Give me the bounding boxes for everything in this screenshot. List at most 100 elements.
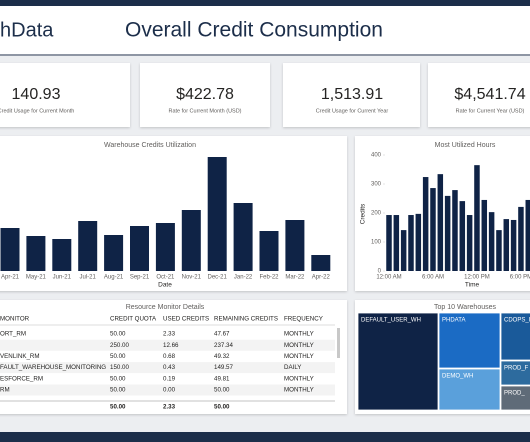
x-tick-label: Apr-21 bbox=[1, 275, 20, 281]
kpi-card bbox=[140, 63, 270, 127]
table-cell: MONTHLY bbox=[284, 331, 314, 338]
x-tick-label: 6:00 PM bbox=[510, 275, 530, 281]
bar bbox=[393, 215, 400, 271]
treemap-tile bbox=[500, 360, 530, 386]
bar bbox=[285, 220, 305, 271]
treemap-label: CDOPS_I bbox=[504, 318, 530, 324]
x-tick-label: 12:00 PM bbox=[464, 275, 490, 281]
bar bbox=[437, 174, 444, 271]
table-title: Resource Monitor Details bbox=[126, 304, 205, 311]
bar bbox=[518, 206, 524, 271]
scrollbar bbox=[337, 328, 340, 358]
treemap-tile bbox=[438, 312, 501, 369]
x-tick-label: 6:00 AM bbox=[422, 275, 444, 281]
table-cell: MONTHLY bbox=[284, 353, 314, 360]
table-cell: VENLINK_RM bbox=[0, 353, 40, 360]
table-cell: 50.00 bbox=[214, 387, 230, 394]
table-cell: 50.00 bbox=[110, 387, 126, 394]
table-cell: 0.68 bbox=[163, 353, 176, 360]
kpi-value: $4,541.74 bbox=[454, 86, 525, 103]
column-header: USED CREDITS bbox=[163, 316, 209, 323]
bar bbox=[0, 228, 20, 271]
table-cell: 47.67 bbox=[214, 331, 230, 338]
bar bbox=[422, 177, 429, 271]
x-tick-label: Jul-21 bbox=[80, 275, 97, 281]
bar bbox=[474, 165, 480, 271]
kpi-label: Credit Usage for Current Month bbox=[0, 108, 74, 114]
table-cell: 49.32 bbox=[214, 353, 230, 360]
bar bbox=[459, 201, 466, 271]
bar bbox=[415, 213, 422, 271]
x-axis-label: Date bbox=[158, 282, 172, 289]
kpi-label: Rate for Current Month (USD) bbox=[168, 108, 241, 114]
table-cell: MONTHLY bbox=[284, 375, 314, 382]
bar bbox=[488, 212, 495, 271]
row-band bbox=[0, 362, 335, 374]
kpi-value: 1,513.91 bbox=[321, 86, 383, 103]
bar bbox=[26, 236, 46, 271]
table-cell: ORT_RM bbox=[0, 331, 26, 338]
treemap-label: PROD_ bbox=[504, 391, 525, 397]
table-cell: ESFORCE_RM bbox=[0, 375, 43, 382]
x-tick-label: Aug-21 bbox=[104, 275, 124, 281]
y-tick-label: 400 bbox=[371, 153, 382, 159]
x-tick-label: Mar-22 bbox=[285, 275, 305, 281]
bar bbox=[259, 231, 279, 271]
y-tick-label: 300 bbox=[371, 182, 382, 188]
row-band bbox=[0, 339, 335, 351]
table-cell: 2.33 bbox=[163, 331, 176, 338]
bar bbox=[386, 215, 392, 271]
table-cell: DAILY bbox=[284, 364, 301, 371]
kpi-card bbox=[0, 63, 130, 127]
x-tick-label: May-21 bbox=[26, 275, 47, 281]
table-cell: 50.00 bbox=[110, 353, 126, 360]
table-cell: FAULT_WAREHOUSE_MONITORING bbox=[0, 364, 106, 371]
y-tick-label: 100 bbox=[371, 240, 382, 246]
kpi-label: Credit Usage for Current Year bbox=[316, 108, 389, 114]
bar bbox=[510, 219, 517, 271]
column-header: MONITOR bbox=[0, 316, 30, 323]
bar bbox=[466, 215, 473, 271]
bar bbox=[52, 239, 72, 271]
bar bbox=[155, 223, 175, 271]
x-tick-label: Feb-22 bbox=[259, 275, 279, 281]
table-cell: 149.57 bbox=[214, 364, 233, 371]
table-total: 50.00 bbox=[214, 404, 230, 411]
kpi-value: 140.93 bbox=[12, 86, 61, 103]
bar bbox=[130, 226, 149, 271]
table-cell: MONTHLY bbox=[284, 387, 314, 394]
x-tick-label: Jan-22 bbox=[234, 275, 253, 281]
bar bbox=[181, 210, 201, 271]
treemap-title: Top 10 Warehouses bbox=[434, 304, 496, 311]
treemap-tile bbox=[500, 385, 530, 411]
column-header: CREDIT QUOTA bbox=[110, 316, 157, 323]
chart-title: Warehouse Credits Utilization bbox=[104, 142, 196, 149]
y-tick-label: 0 bbox=[378, 269, 382, 275]
bar bbox=[481, 199, 488, 271]
kpi-label: Rate for Current Year (USD) bbox=[456, 108, 525, 114]
chart-title: Most Utilized Hours bbox=[435, 142, 496, 149]
bar bbox=[408, 215, 414, 271]
table-cell: 50.00 bbox=[110, 375, 126, 382]
treemap-label: PHDATA bbox=[442, 318, 465, 324]
table-cell: 150.00 bbox=[110, 364, 129, 371]
x-tick-label: Oct-21 bbox=[156, 275, 175, 281]
bar bbox=[452, 190, 458, 271]
brand: hData bbox=[0, 19, 54, 41]
x-tick-label: Sep-21 bbox=[130, 275, 150, 281]
x-tick-label: 12:00 AM bbox=[376, 275, 401, 281]
table-cell: MONTHLY bbox=[284, 342, 314, 349]
top-band bbox=[0, 0, 530, 6]
table-cell: 0.19 bbox=[163, 375, 176, 382]
bar bbox=[207, 157, 227, 271]
treemap-tile bbox=[438, 368, 501, 411]
page-title: Overall Credit Consumption bbox=[125, 19, 383, 42]
table-total: 2.33 bbox=[163, 404, 176, 411]
bar bbox=[430, 188, 436, 271]
y-tick-label: 200 bbox=[371, 211, 382, 217]
x-tick-label: Dec-21 bbox=[208, 275, 228, 281]
table-cell: 0.00 bbox=[163, 387, 176, 394]
table-cell: 0.43 bbox=[163, 364, 176, 371]
table-total: 50.00 bbox=[110, 404, 126, 411]
